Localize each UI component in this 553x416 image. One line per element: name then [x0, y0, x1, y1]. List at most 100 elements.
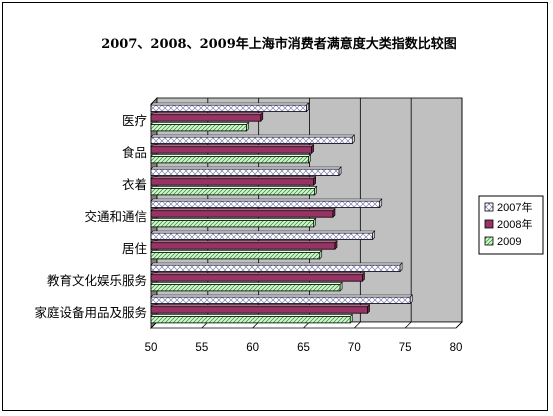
bar — [150, 303, 371, 314]
bar — [150, 153, 312, 164]
bar-top — [150, 166, 342, 170]
bar-front — [150, 283, 341, 292]
bar-front — [150, 251, 321, 260]
bar-front — [150, 315, 351, 324]
bar — [150, 166, 342, 177]
category-label: 食品 — [122, 145, 147, 160]
bar-front — [150, 168, 340, 176]
category-label: 交通和通信 — [84, 209, 147, 224]
bar-end — [332, 207, 336, 218]
bar-top — [150, 208, 336, 211]
bar-end — [379, 198, 383, 209]
bar-front — [150, 264, 401, 272]
x-tick-label: 60 — [246, 342, 259, 354]
floor-gridline — [404, 321, 412, 329]
bar-top — [150, 154, 312, 157]
x-tick-labels: 50 55 60 65 70 75 80 — [145, 342, 463, 354]
bar-front — [150, 187, 316, 196]
bar — [150, 121, 250, 132]
bar-top — [150, 250, 323, 253]
bar-end — [311, 143, 314, 154]
legend: 2007年 2008年 2009 — [478, 195, 544, 255]
bar-top — [150, 314, 353, 317]
legend-swatch — [484, 202, 494, 212]
bar — [150, 239, 338, 250]
bar-top — [150, 282, 343, 285]
bar-end — [367, 303, 370, 314]
bar — [150, 198, 383, 209]
legend-swatch — [484, 219, 494, 229]
bar-front — [150, 274, 363, 282]
category-label: 教育文化娱乐服务 — [47, 273, 147, 288]
bar — [150, 143, 315, 154]
bar-top — [150, 176, 317, 179]
bar-end — [246, 121, 249, 132]
x-tick-label: 55 — [195, 342, 208, 354]
chart-title: 2007、2008、2009年上海市消费者满意度大类指数比较图 — [101, 36, 457, 52]
bar-end — [362, 271, 365, 282]
bar-top — [150, 262, 403, 266]
floor-gridline — [455, 321, 463, 329]
bar-front — [150, 104, 307, 112]
bar-front — [150, 232, 374, 240]
bar-end — [313, 217, 316, 228]
category-label: 医疗 — [122, 113, 147, 128]
bar-end — [349, 313, 353, 324]
bar-front — [150, 178, 315, 186]
bar — [150, 271, 366, 282]
bar-top — [150, 294, 413, 298]
bar — [150, 313, 353, 324]
bar-top — [150, 186, 318, 189]
bar-front — [150, 306, 368, 314]
bar-front — [150, 136, 353, 144]
bar-front — [150, 210, 334, 218]
bar-front — [150, 242, 336, 250]
x-tick-label: 65 — [297, 342, 310, 354]
bar-front — [150, 296, 411, 304]
x-tick-label: 80 — [450, 342, 463, 354]
bar-end — [260, 111, 264, 122]
x-tick-label: 50 — [145, 342, 158, 354]
bar — [150, 111, 264, 122]
legend-label: 2008年 — [497, 217, 532, 231]
floor-gridline — [354, 321, 361, 329]
bar-end — [339, 281, 343, 292]
legend-label: 2007年 — [497, 200, 532, 214]
bar-end — [399, 262, 403, 273]
bar-end — [313, 175, 316, 186]
bar-end — [306, 102, 309, 113]
legend-swatch — [484, 236, 494, 246]
bar-top — [150, 122, 250, 125]
bar-end — [351, 134, 355, 145]
bar — [150, 207, 336, 218]
bar-top — [150, 240, 338, 243]
bar — [150, 281, 343, 292]
bar-top — [150, 112, 264, 115]
bar — [150, 185, 318, 196]
category-label: 居住 — [122, 241, 148, 256]
bar-top — [150, 134, 356, 138]
bar-end — [372, 230, 375, 241]
bar-end — [319, 249, 323, 260]
category-label: 衣着 — [122, 177, 147, 192]
bar-top — [150, 304, 371, 308]
bar — [150, 134, 356, 145]
bar — [150, 262, 403, 273]
bars-layer — [150, 102, 413, 324]
bar-end — [409, 294, 413, 305]
bar-top — [150, 218, 317, 221]
x-tick-label: 75 — [399, 342, 412, 354]
bar-end — [338, 166, 342, 177]
bar — [150, 217, 317, 228]
bar-end — [334, 239, 338, 250]
bar-top — [150, 198, 383, 202]
bar-front — [150, 200, 381, 208]
bar-top — [150, 272, 366, 276]
bar-front — [150, 155, 309, 164]
bar-front — [150, 219, 315, 228]
bar-front — [150, 114, 262, 122]
bar-top — [150, 102, 310, 106]
bar — [150, 249, 323, 260]
